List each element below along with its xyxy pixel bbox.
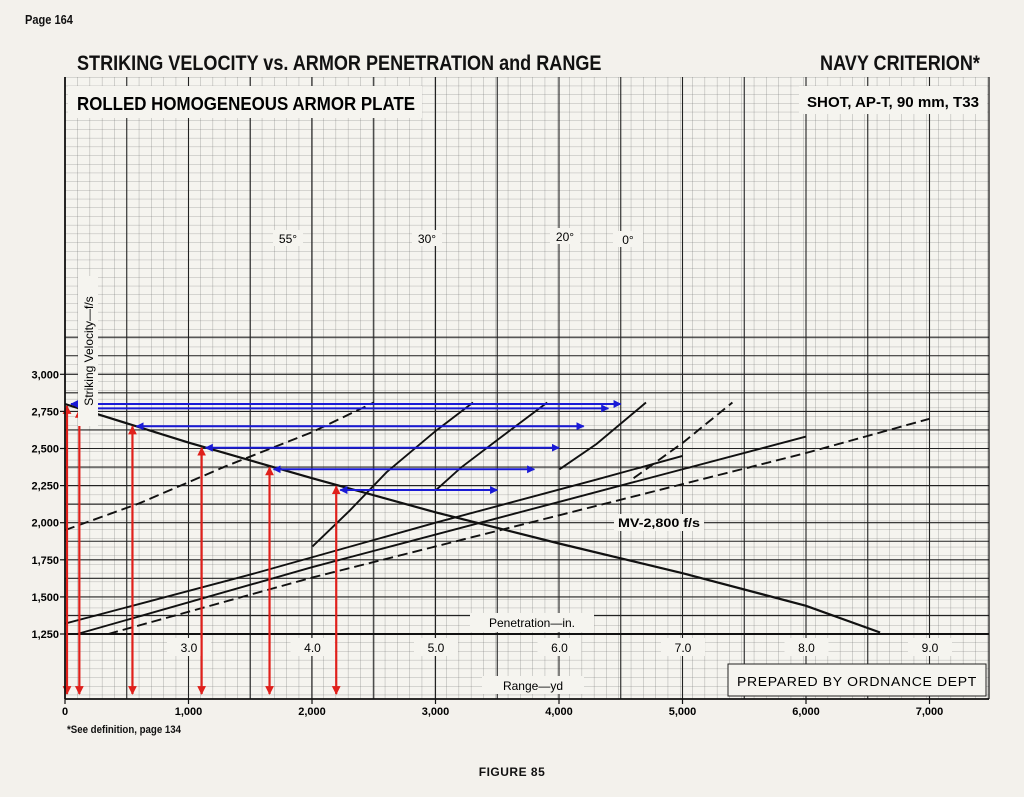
obliquity-curve: [558, 401, 647, 471]
penetration-tick-box: [290, 638, 335, 656]
projectile-box: SHOT, AP-T, 90 mm, T33: [799, 86, 987, 114]
y-tick-label: 2,000: [31, 518, 59, 530]
curve-label: 0°: [622, 233, 634, 247]
y-tick-label: 2,500: [31, 444, 59, 456]
penetration-label-box: [470, 613, 594, 632]
minor-grid: [65, 77, 989, 699]
y-tick-label: 2,750: [31, 406, 59, 418]
penetration-axis-title: Penetration—in.: [489, 616, 575, 630]
curve-label-box: [412, 230, 442, 246]
x-tick-label: 6,000: [792, 706, 820, 718]
range-axis-title: Range—yd: [503, 679, 563, 693]
penetration-tick-label: 3.0: [181, 641, 198, 655]
penetration-tick-box: [908, 638, 952, 656]
prepared-text: PREPARED BY ORDNANCE DEPT: [737, 674, 977, 689]
penetration-axis: 3.0 4.0 5.0 6.0 7.0 8.0 9.0 Penetration—in.: [65, 613, 989, 656]
penetration-tick-box: [414, 638, 458, 656]
penetration-tick-box: [661, 638, 705, 656]
footnote: *See definition, page 134: [67, 724, 182, 736]
obliquity-line: [65, 454, 683, 625]
x-tick-label: 3,000: [422, 706, 450, 718]
projectile-text: SHOT, AP-T, 90 mm, T33: [807, 94, 979, 111]
x-tick-label: 5,000: [669, 706, 697, 718]
y-tick-label: 1,250: [31, 629, 59, 641]
penetration-tick-label: 8.0: [798, 641, 815, 655]
curve-label: 30°: [418, 232, 436, 246]
prepared-box: PREPARED BY ORDNANCE DEPT: [727, 663, 987, 697]
y-axis-title: Striking Velocity—f/s: [82, 296, 96, 405]
y-tick-label: 2,250: [31, 481, 59, 493]
curve-label-box: [613, 231, 643, 247]
criterion-label: NAVY CRITERION*: [820, 52, 980, 75]
figure-caption: FIGURE 85: [478, 765, 546, 779]
range-label-box: [482, 676, 584, 694]
obliquity-line: [107, 417, 930, 635]
y-tick-label: 1,750: [31, 555, 59, 567]
penetration-tick-box: [784, 638, 829, 656]
penetration-tick-label: 9.0: [922, 641, 939, 655]
obliquity-curve: [633, 401, 733, 479]
chart-title: STRIKING VELOCITY vs. ARMOR PENETRATION …: [77, 52, 602, 75]
y-tick-label: 3,000: [31, 369, 59, 381]
y-tick-label: 1,500: [31, 592, 59, 604]
penetration-tick-label: 5.0: [428, 641, 445, 655]
curve-label-box: [273, 230, 303, 246]
penetration-tick-box: [537, 638, 582, 656]
mv-curve-label: MV-2,800 f/s: [618, 518, 700, 530]
axis-labels: 55° 30° 20° 0° MV-2,800 f/s: [273, 228, 704, 531]
x-tick-label: 0: [62, 706, 68, 718]
penetration-tick-label: 4.0: [304, 641, 321, 655]
mv-label-box: [614, 514, 704, 531]
curve-label-box: [550, 228, 580, 244]
curve-label: 20°: [556, 230, 574, 244]
subtitle-box: ROLLED HOMOGENEOUS ARMOR PLATE: [68, 86, 422, 118]
x-tick-label: 4,000: [545, 706, 573, 718]
x-tick-label: 1,000: [175, 706, 203, 718]
penetration-tick-label: 6.0: [551, 641, 568, 655]
obliquity-curve: [435, 401, 548, 491]
penetration-tick-label: 7.0: [675, 641, 692, 655]
x-tick-label: 7,000: [916, 706, 944, 718]
y-label-box: [78, 276, 98, 426]
page-number: Page 164: [25, 12, 73, 27]
annotation-arrows: [62, 399, 622, 695]
obliquity-line: [77, 435, 807, 635]
curve-label: 55°: [279, 232, 297, 246]
x-tick-label: 2,000: [298, 706, 326, 718]
subtitle-text: ROLLED HOMOGENEOUS ARMOR PLATE: [77, 93, 415, 114]
axes-layer: 1,250 1,500 1,750 2,000 2,250 2,500 2,750 3,000…: [31, 77, 990, 718]
